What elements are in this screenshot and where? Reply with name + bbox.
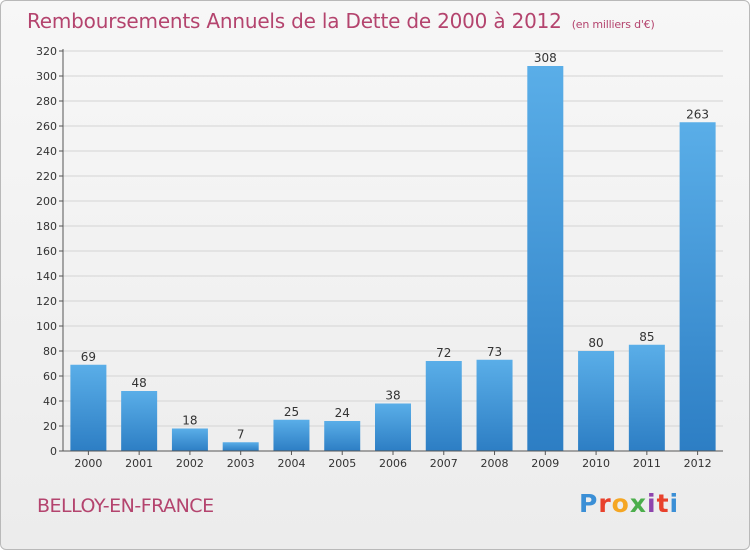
y-tick-label: 120 (36, 295, 57, 308)
bars: 69 48 18 7 25 24 38 72 73 308 80 85 263 (70, 51, 716, 451)
logo-letter: i (647, 489, 657, 518)
bar (527, 66, 564, 451)
x-tick-label: 2008 (481, 457, 509, 470)
x-axis-ticks: 2000 2001 2002 2003 2004 2005 2006 2007 2008 2009… (74, 451, 712, 470)
logo-letter: t (656, 489, 670, 518)
chart-title-text: Remboursements Annuels de la Dette de 20… (27, 9, 562, 33)
x-tick-label: 2006 (379, 457, 407, 470)
bar-value-label: 263 (686, 107, 709, 121)
bar (324, 421, 361, 451)
bar (121, 391, 158, 451)
unit-note: (en milliers d'€) (571, 18, 655, 31)
commune-name: BELLOY-EN-FRANCE (37, 495, 214, 517)
x-tick-label: 2010 (582, 457, 610, 470)
y-tick-label: 260 (36, 120, 57, 133)
bar-value-label: 24 (335, 406, 350, 420)
x-tick-label: 2003 (227, 457, 255, 470)
bar-value-label: 73 (487, 345, 502, 359)
bar (628, 344, 665, 451)
bar-value-label: 7 (237, 427, 245, 441)
axes (62, 49, 723, 452)
logo-letter: P (579, 489, 599, 518)
y-axis-ticks: 0 20 40 60 80 100 120 140 160 180 200 220 240 260 280 3… (36, 45, 63, 458)
bar-value-label: 80 (588, 336, 603, 350)
chart-title: Remboursements Annuels de la Dette de 20… (27, 9, 655, 33)
y-tick-label: 140 (36, 270, 57, 283)
y-tick-label: 320 (36, 45, 57, 58)
bar (222, 442, 259, 451)
y-tick-label: 60 (43, 370, 57, 383)
bar-value-label: 38 (385, 389, 400, 403)
bar-value-label: 308 (534, 51, 557, 65)
x-tick-label: 2012 (684, 457, 712, 470)
x-tick-label: 2000 (74, 457, 102, 470)
bar-value-label: 85 (639, 330, 654, 344)
y-tick-label: 40 (43, 395, 57, 408)
y-tick-label: 100 (36, 320, 57, 333)
bar (578, 351, 615, 451)
bar-value-label: 18 (182, 414, 197, 428)
x-tick-label: 2002 (176, 457, 204, 470)
bar (273, 419, 310, 451)
x-tick-label: 2005 (328, 457, 356, 470)
bar (70, 364, 107, 451)
x-tick-label: 2001 (125, 457, 153, 470)
bar-value-label: 69 (81, 350, 96, 364)
y-tick-label: 300 (36, 70, 57, 83)
bar (375, 403, 411, 451)
x-tick-label: 2009 (531, 457, 559, 470)
logo-letter: r (598, 489, 612, 518)
x-tick-label: 2004 (277, 457, 305, 470)
y-tick-label: 180 (36, 220, 57, 233)
y-tick-label: 220 (36, 170, 57, 183)
x-tick-label: 2007 (430, 457, 458, 470)
logo-letter: o (611, 489, 630, 518)
x-tick-label: 2011 (633, 457, 661, 470)
bar-value-label: 25 (284, 405, 299, 419)
y-tick-label: 240 (36, 145, 57, 158)
y-tick-label: 280 (36, 95, 57, 108)
y-tick-label: 0 (50, 445, 57, 458)
bar-value-label: 48 (132, 376, 147, 390)
y-tick-label: 160 (36, 245, 57, 258)
bar-value-label: 72 (436, 346, 451, 360)
bar (476, 359, 513, 451)
bar (171, 428, 208, 451)
proxiti-logo: Proxiti (579, 489, 679, 518)
y-tick-label: 20 (43, 420, 57, 433)
logo-letter: i (669, 489, 680, 518)
logo-letter: x (629, 489, 647, 518)
y-tick-label: 80 (43, 345, 57, 358)
bar (679, 122, 716, 451)
bar (425, 361, 462, 451)
y-tick-label: 200 (36, 195, 57, 208)
